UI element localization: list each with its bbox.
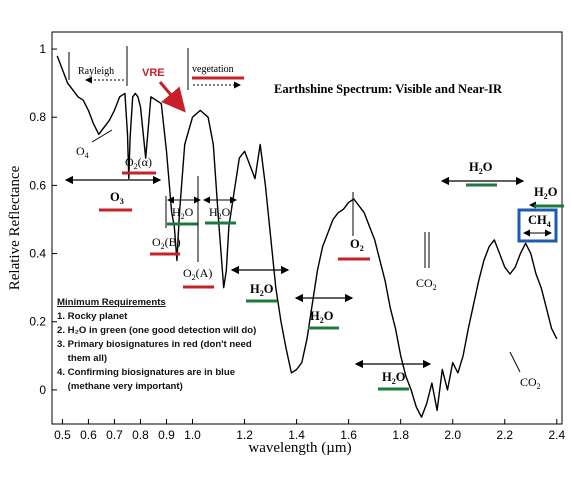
o2-alpha-label: O2(α)	[122, 155, 156, 175]
svg-text:O2(A): O2(A)	[183, 266, 212, 282]
o2-b-label: O2(B)	[150, 235, 181, 256]
h2o-label-19: H2O	[440, 160, 525, 187]
svg-text:CO2: CO2	[520, 375, 541, 391]
x-tick-label: 0.9	[158, 428, 175, 442]
svg-text:O3: O3	[110, 190, 124, 206]
svg-text:O2(B): O2(B)	[152, 235, 181, 251]
requirement-item: (methane very important)	[57, 381, 183, 392]
svg-text:CH4: CH4	[528, 213, 551, 229]
svg-text:O2: O2	[350, 237, 364, 253]
svg-text:H2O: H2O	[310, 309, 334, 325]
h2o-label-2: H2O	[203, 196, 237, 225]
svg-text:CO2: CO2	[416, 276, 437, 292]
vegetation-annotation: vegetation	[187, 48, 244, 90]
x-tick-label: 0.5	[54, 428, 71, 442]
x-axis-label: wavelength (µm)	[248, 440, 351, 456]
o2-ir-label: O2	[338, 192, 370, 261]
y-ticks: 0 0.2 0.4 0.6 0.8 1	[29, 42, 57, 397]
svg-text:H2O: H2O	[209, 205, 231, 221]
svg-text:H2O: H2O	[172, 205, 194, 221]
y-tick-label: 1	[39, 42, 46, 56]
svg-text:O2(α): O2(α)	[125, 155, 152, 171]
requirement-item: 3. Primary biosignatures in red (don't n…	[57, 339, 252, 350]
co2-label-16: CO2	[416, 232, 437, 292]
o2-a-label: O2(A)	[183, 176, 214, 289]
requirements-box: Minimum Requirements 1. Rocky planet 2. …	[57, 297, 256, 392]
chart-title: Earthshine Spectrum: Visible and Near-IR	[274, 82, 503, 96]
x-tick-label: 2.2	[496, 428, 513, 442]
svg-text:H2O: H2O	[250, 282, 274, 298]
y-tick-label: 0.6	[29, 178, 46, 192]
co2-label-20: CO2	[509, 351, 541, 391]
requirements-heading: Minimum Requirements	[57, 297, 166, 308]
h2o-label-24: H2O	[529, 185, 564, 209]
ch4-label: CH4	[517, 208, 558, 243]
y-tick-label: 0.2	[29, 315, 46, 329]
svg-text:O4: O4	[76, 144, 89, 160]
svg-text:H2O: H2O	[382, 370, 406, 386]
y-tick-label: 0	[39, 383, 46, 397]
h2o-label-113: H2O	[294, 293, 354, 330]
earthshine-spectrum-line	[56, 55, 558, 418]
x-tick-label: 2.4	[548, 428, 565, 442]
x-tick-label: 1.0	[184, 428, 201, 442]
x-tick-label: 0.7	[106, 428, 123, 442]
plot-frame	[51, 31, 563, 425]
x-tick-label: 1.8	[392, 428, 409, 442]
x-tick-label: 1.2	[236, 428, 253, 442]
o4-label: O4	[76, 129, 113, 160]
requirement-item: 1. Rocky planet	[57, 311, 128, 322]
x-tick-label: 1.6	[340, 428, 357, 442]
rayleigh-annotation: Rayleigh	[68, 46, 128, 86]
x-tick-label: 0.6	[80, 428, 97, 442]
rayleigh-label: Rayleigh	[78, 66, 114, 77]
y-axis-label: Relative Reflectance	[7, 165, 23, 290]
y-tick-label: 0.4	[29, 247, 46, 261]
x-tick-label: 0.8	[132, 428, 149, 442]
requirement-item: 2. H₂O in green (one good detection will…	[57, 325, 256, 336]
h2o-label-094: H2O	[230, 265, 290, 303]
x-tick-label: 1.4	[288, 428, 305, 442]
vre-label: VRE	[142, 67, 165, 79]
y-tick-label: 0.8	[29, 110, 46, 124]
requirement-item: them all)	[57, 353, 107, 364]
svg-text:H2O: H2O	[534, 185, 558, 201]
vegetation-label: vegetation	[192, 64, 234, 75]
vre-annotation: VRE	[142, 67, 186, 113]
svg-text:H2O: H2O	[469, 160, 493, 176]
x-ticks: 0.5 0.6 0.7 0.8 0.9 1.0 1.2 1.4 1.6 1.8 2.0 2.2 2.4	[54, 419, 565, 442]
h2o-label-14: H2O	[354, 359, 432, 391]
h2o-label-1: H2O	[165, 196, 201, 228]
o3-label: O3	[64, 175, 162, 212]
x-tick-label: 2.0	[444, 428, 461, 442]
requirement-item: 4. Confirming biosignatures are in blue	[57, 367, 235, 378]
